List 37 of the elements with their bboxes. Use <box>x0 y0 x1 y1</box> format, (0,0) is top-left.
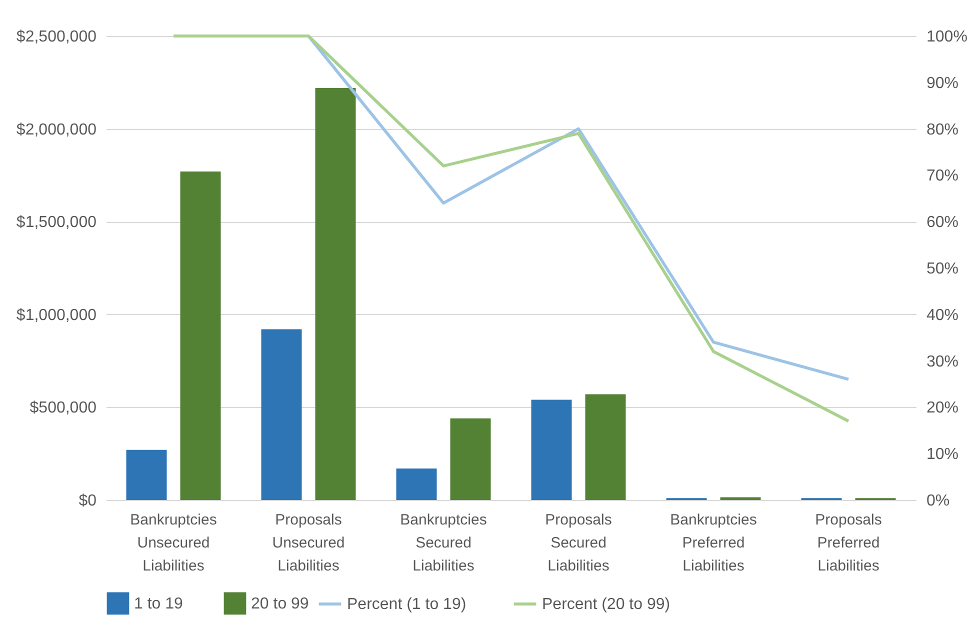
legend-label: Percent (1 to 19) <box>347 596 466 613</box>
y2-tick-label: 20% <box>926 400 959 417</box>
y2-tick-label: 0% <box>926 492 950 510</box>
bar <box>315 88 356 500</box>
y2-tick-label: 10% <box>926 446 959 464</box>
y-tick-label: $500,000 <box>30 400 97 417</box>
bar <box>180 171 221 500</box>
y2-tick-label: 40% <box>926 306 959 324</box>
y-tick-label: $1,000,000 <box>16 306 97 324</box>
y2-tick-label: 30% <box>926 353 959 370</box>
legend-label: Percent (20 to 99) <box>542 596 670 613</box>
bar <box>585 394 626 500</box>
x-tick-label: Proposals Secured Liabilities <box>545 512 612 574</box>
bar <box>450 418 491 500</box>
y-tick-label: $2,000,000 <box>16 121 97 138</box>
y-tick-label: $0 <box>78 492 97 510</box>
line-series <box>172 34 850 423</box>
x-tick-label: Proposals Unsecured Liabilities <box>272 512 345 574</box>
y2-tick-label: 60% <box>926 214 959 232</box>
y-tick-label: $2,500,000 <box>16 28 97 46</box>
bar <box>531 400 572 500</box>
y-tick-label: $1,500,000 <box>16 214 97 232</box>
bar <box>261 329 302 500</box>
x-tick-label: Bankruptcies Secured Liabilities <box>400 512 487 574</box>
bar <box>720 497 761 500</box>
bar <box>396 468 437 500</box>
bar <box>126 450 167 500</box>
x-tick-label: Proposals Preferred Liabilities <box>815 512 882 574</box>
x-tick-label: Bankruptcies Unsecured Liabilities <box>130 512 217 574</box>
y2-tick-label: 80% <box>926 121 959 138</box>
x-tick-label: Bankruptcies Preferred Liabilities <box>670 512 757 574</box>
y2-tick-label: 100% <box>926 28 968 46</box>
y2-tick-label: 70% <box>926 168 959 185</box>
legend-label: 1 to 19 <box>134 595 184 612</box>
legend-label: 20 to 99 <box>251 595 309 612</box>
y2-tick-label: 50% <box>926 260 959 278</box>
y2-tick-label: 90% <box>926 74 959 92</box>
